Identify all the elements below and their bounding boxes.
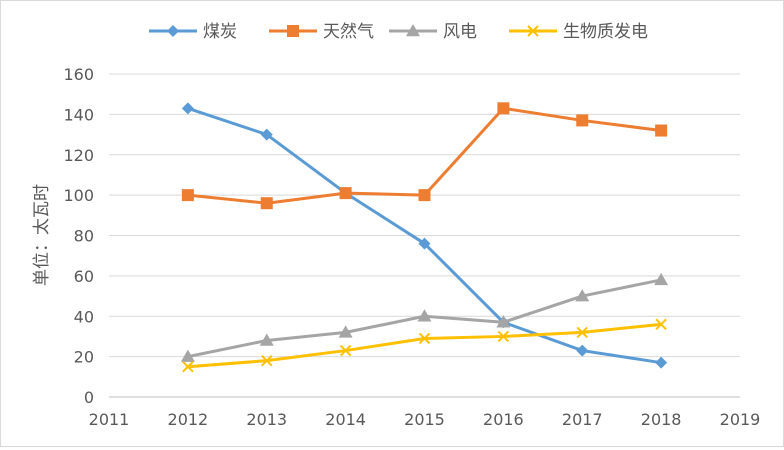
data-point-4-2013 xyxy=(261,354,273,367)
data-point-1-2015 xyxy=(418,237,431,250)
axes: 0 20 40 60 80 100 120 140 160 2011 2012 2013 2014 201… xyxy=(63,65,760,429)
data-point-3-2016 xyxy=(496,315,511,328)
x-tick-label-2017: 2017 xyxy=(562,410,603,429)
data-point-3-2018 xyxy=(654,272,669,286)
data-point-4-2015 xyxy=(418,332,431,345)
data-point-4-2016 xyxy=(497,330,510,343)
series-line-2 xyxy=(186,106,663,205)
data-point-4-2012 xyxy=(182,361,194,373)
data-point-2-2014 xyxy=(339,187,352,200)
x-tick-label-2015: 2015 xyxy=(404,410,445,429)
legend-item-4: 生物质发电 xyxy=(509,22,648,42)
data-point-2-2013 xyxy=(260,197,273,210)
data-point-4-2015-stroke-b xyxy=(418,332,431,345)
legend: 煤炭 天然气 风电 生物质发电 xyxy=(149,22,648,42)
legend-label-2: 天然气 xyxy=(323,22,374,42)
data-point-3-2014 xyxy=(338,325,353,338)
y-tick-label-40: 40 xyxy=(74,307,94,326)
y-tick-label-160: 160 xyxy=(63,65,94,84)
series-2 xyxy=(181,102,668,210)
data-point-2-2012 xyxy=(181,189,194,202)
x-tick-label-2018: 2018 xyxy=(641,410,682,429)
data-point-4-2013-stroke-b xyxy=(261,354,273,367)
y-tick-label-100: 100 xyxy=(63,186,94,205)
data-point-4-2017 xyxy=(576,326,588,339)
data-point-4-2017-stroke-b xyxy=(576,326,588,339)
data-point-4-2018-stroke-b xyxy=(655,318,667,331)
series-lines xyxy=(180,102,669,373)
x-tick-label-2014: 2014 xyxy=(325,410,366,429)
legend-marker-4-stroke-b xyxy=(527,25,539,37)
legend-item-3: 风电 xyxy=(389,22,477,42)
series-3 xyxy=(180,272,669,362)
legend-marker-1 xyxy=(167,25,179,37)
y-tick-label-120: 120 xyxy=(63,146,94,165)
data-point-3-2012 xyxy=(180,349,195,362)
y-tick-label-80: 80 xyxy=(74,227,94,246)
x-tick-label-2011: 2011 xyxy=(89,410,130,429)
data-point-4-2012-stroke-b xyxy=(182,361,194,373)
legend-marker-2 xyxy=(287,25,299,37)
data-point-2-2016 xyxy=(497,102,510,115)
data-point-4-2014-stroke-b xyxy=(339,344,352,357)
legend-marker-4 xyxy=(527,25,539,37)
data-point-3-2015 xyxy=(417,309,432,322)
legend-item-2: 天然气 xyxy=(269,22,374,42)
data-point-1-2018 xyxy=(655,356,668,369)
data-point-4-2018 xyxy=(655,318,667,331)
data-point-3-2017 xyxy=(575,289,590,302)
y-tick-label-20: 20 xyxy=(74,348,94,367)
series-4 xyxy=(182,318,667,373)
legend-label-1: 煤炭 xyxy=(203,22,237,42)
data-point-3-2013 xyxy=(259,333,274,346)
data-point-2-2018 xyxy=(655,124,668,137)
x-tick-label-2012: 2012 xyxy=(168,410,209,429)
data-point-1-2012 xyxy=(181,102,194,115)
legend-label-4: 生物质发电 xyxy=(563,22,648,42)
data-point-1-2017 xyxy=(576,344,589,357)
data-point-4-2016-stroke-b xyxy=(497,330,510,343)
y-axis-title: 单位：太瓦时 xyxy=(32,184,52,286)
y-tick-label-0: 0 xyxy=(84,388,94,407)
series-line-4 xyxy=(186,322,663,369)
x-tick-label-2019: 2019 xyxy=(720,410,761,429)
x-tick-label-2013: 2013 xyxy=(246,410,287,429)
data-point-2-2017 xyxy=(576,114,589,127)
y-tick-label-60: 60 xyxy=(74,267,94,286)
y-tick-label-140: 140 xyxy=(63,105,94,124)
legend-label-3: 风电 xyxy=(443,22,477,42)
legend-marker-3 xyxy=(406,24,420,37)
legend-item-1: 煤炭 xyxy=(149,22,237,42)
data-point-1-2013 xyxy=(260,128,273,141)
data-point-4-2014 xyxy=(339,344,352,357)
data-point-2-2015 xyxy=(418,189,431,202)
x-tick-label-2016: 2016 xyxy=(483,410,524,429)
